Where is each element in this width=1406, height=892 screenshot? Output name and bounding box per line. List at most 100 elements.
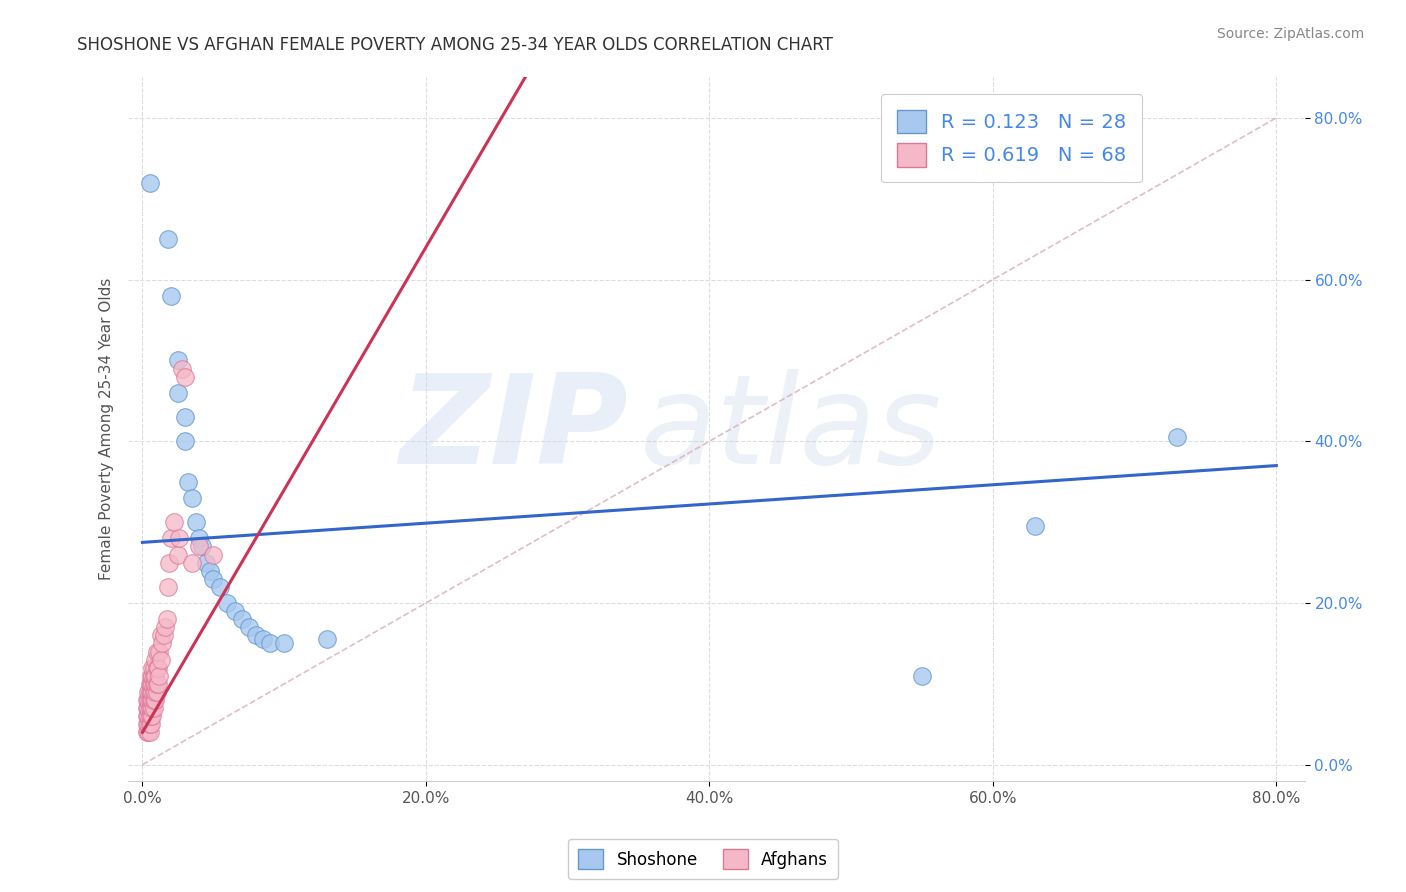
Point	[141, 685, 163, 699]
Point	[315, 632, 337, 647]
Point	[145, 644, 167, 658]
Point	[145, 661, 167, 675]
Text: Source: ZipAtlas.com: Source: ZipAtlas.com	[1216, 27, 1364, 41]
Point	[142, 685, 165, 699]
Text: SHOSHONE VS AFGHAN FEMALE POVERTY AMONG 25-34 YEAR OLDS CORRELATION CHART: SHOSHONE VS AFGHAN FEMALE POVERTY AMONG …	[77, 36, 834, 54]
Point	[231, 612, 253, 626]
Point	[141, 709, 163, 723]
Point	[136, 717, 159, 731]
Point	[139, 669, 162, 683]
Point	[174, 434, 197, 449]
Point	[146, 661, 169, 675]
Point	[156, 232, 179, 246]
Point	[188, 532, 211, 546]
Point	[188, 540, 211, 554]
Point	[139, 693, 162, 707]
Point	[135, 717, 157, 731]
Point	[143, 693, 166, 707]
Legend: Shoshone, Afghans: Shoshone, Afghans	[568, 838, 838, 880]
Point	[202, 548, 225, 562]
Point	[138, 725, 160, 739]
Point	[259, 636, 281, 650]
Point	[217, 596, 239, 610]
Point	[177, 475, 200, 489]
Point	[191, 540, 214, 554]
Point	[162, 515, 184, 529]
Point	[156, 580, 179, 594]
Point	[181, 556, 204, 570]
Point	[209, 580, 232, 594]
Point	[136, 709, 159, 723]
Point	[138, 717, 160, 731]
Point	[152, 628, 174, 642]
Point	[159, 289, 181, 303]
Point	[142, 701, 165, 715]
Point	[138, 685, 160, 699]
Point	[155, 612, 177, 626]
Point	[149, 628, 172, 642]
Point	[148, 669, 170, 683]
Point	[143, 669, 166, 683]
Point	[148, 644, 170, 658]
Point	[143, 685, 166, 699]
Point	[139, 701, 162, 715]
Point	[166, 385, 188, 400]
Point	[141, 701, 163, 715]
Point	[138, 701, 160, 715]
Point	[142, 693, 165, 707]
Point	[166, 353, 188, 368]
Point	[136, 685, 159, 699]
Point	[138, 709, 160, 723]
Point	[1024, 519, 1046, 533]
Point	[141, 677, 163, 691]
Point	[238, 620, 260, 634]
Text: atlas: atlas	[640, 368, 942, 490]
Point	[142, 677, 165, 691]
Point	[273, 636, 295, 650]
Point	[143, 652, 166, 666]
Point	[146, 677, 169, 691]
Point	[1166, 430, 1188, 444]
Text: ZIP: ZIP	[399, 368, 628, 490]
Point	[911, 669, 934, 683]
Point	[159, 532, 181, 546]
Point	[139, 685, 162, 699]
Point	[195, 556, 218, 570]
Y-axis label: Female Poverty Among 25-34 Year Olds: Female Poverty Among 25-34 Year Olds	[100, 278, 114, 581]
Point	[139, 709, 162, 723]
Point	[141, 693, 163, 707]
Point	[150, 636, 173, 650]
Point	[181, 491, 204, 505]
Point	[149, 652, 172, 666]
Point	[202, 572, 225, 586]
Point	[135, 725, 157, 739]
Point	[153, 620, 176, 634]
Point	[135, 701, 157, 715]
Point	[135, 693, 157, 707]
Point	[135, 709, 157, 723]
Point	[172, 361, 194, 376]
Point	[136, 693, 159, 707]
Point	[141, 669, 163, 683]
Point	[138, 693, 160, 707]
Point	[145, 685, 167, 699]
Point	[252, 632, 274, 647]
Point	[157, 556, 180, 570]
Point	[200, 564, 222, 578]
Legend: R = 0.123   N = 28, R = 0.619   N = 68: R = 0.123 N = 28, R = 0.619 N = 68	[882, 95, 1142, 183]
Point	[186, 515, 208, 529]
Point	[169, 532, 191, 546]
Point	[174, 369, 197, 384]
Point	[143, 677, 166, 691]
Point	[141, 661, 163, 675]
Point	[245, 628, 267, 642]
Point	[142, 661, 165, 675]
Point	[138, 677, 160, 691]
Point	[142, 669, 165, 683]
Point	[136, 725, 159, 739]
Point	[138, 176, 160, 190]
Point	[224, 604, 246, 618]
Point	[166, 548, 188, 562]
Point	[139, 677, 162, 691]
Point	[139, 717, 162, 731]
